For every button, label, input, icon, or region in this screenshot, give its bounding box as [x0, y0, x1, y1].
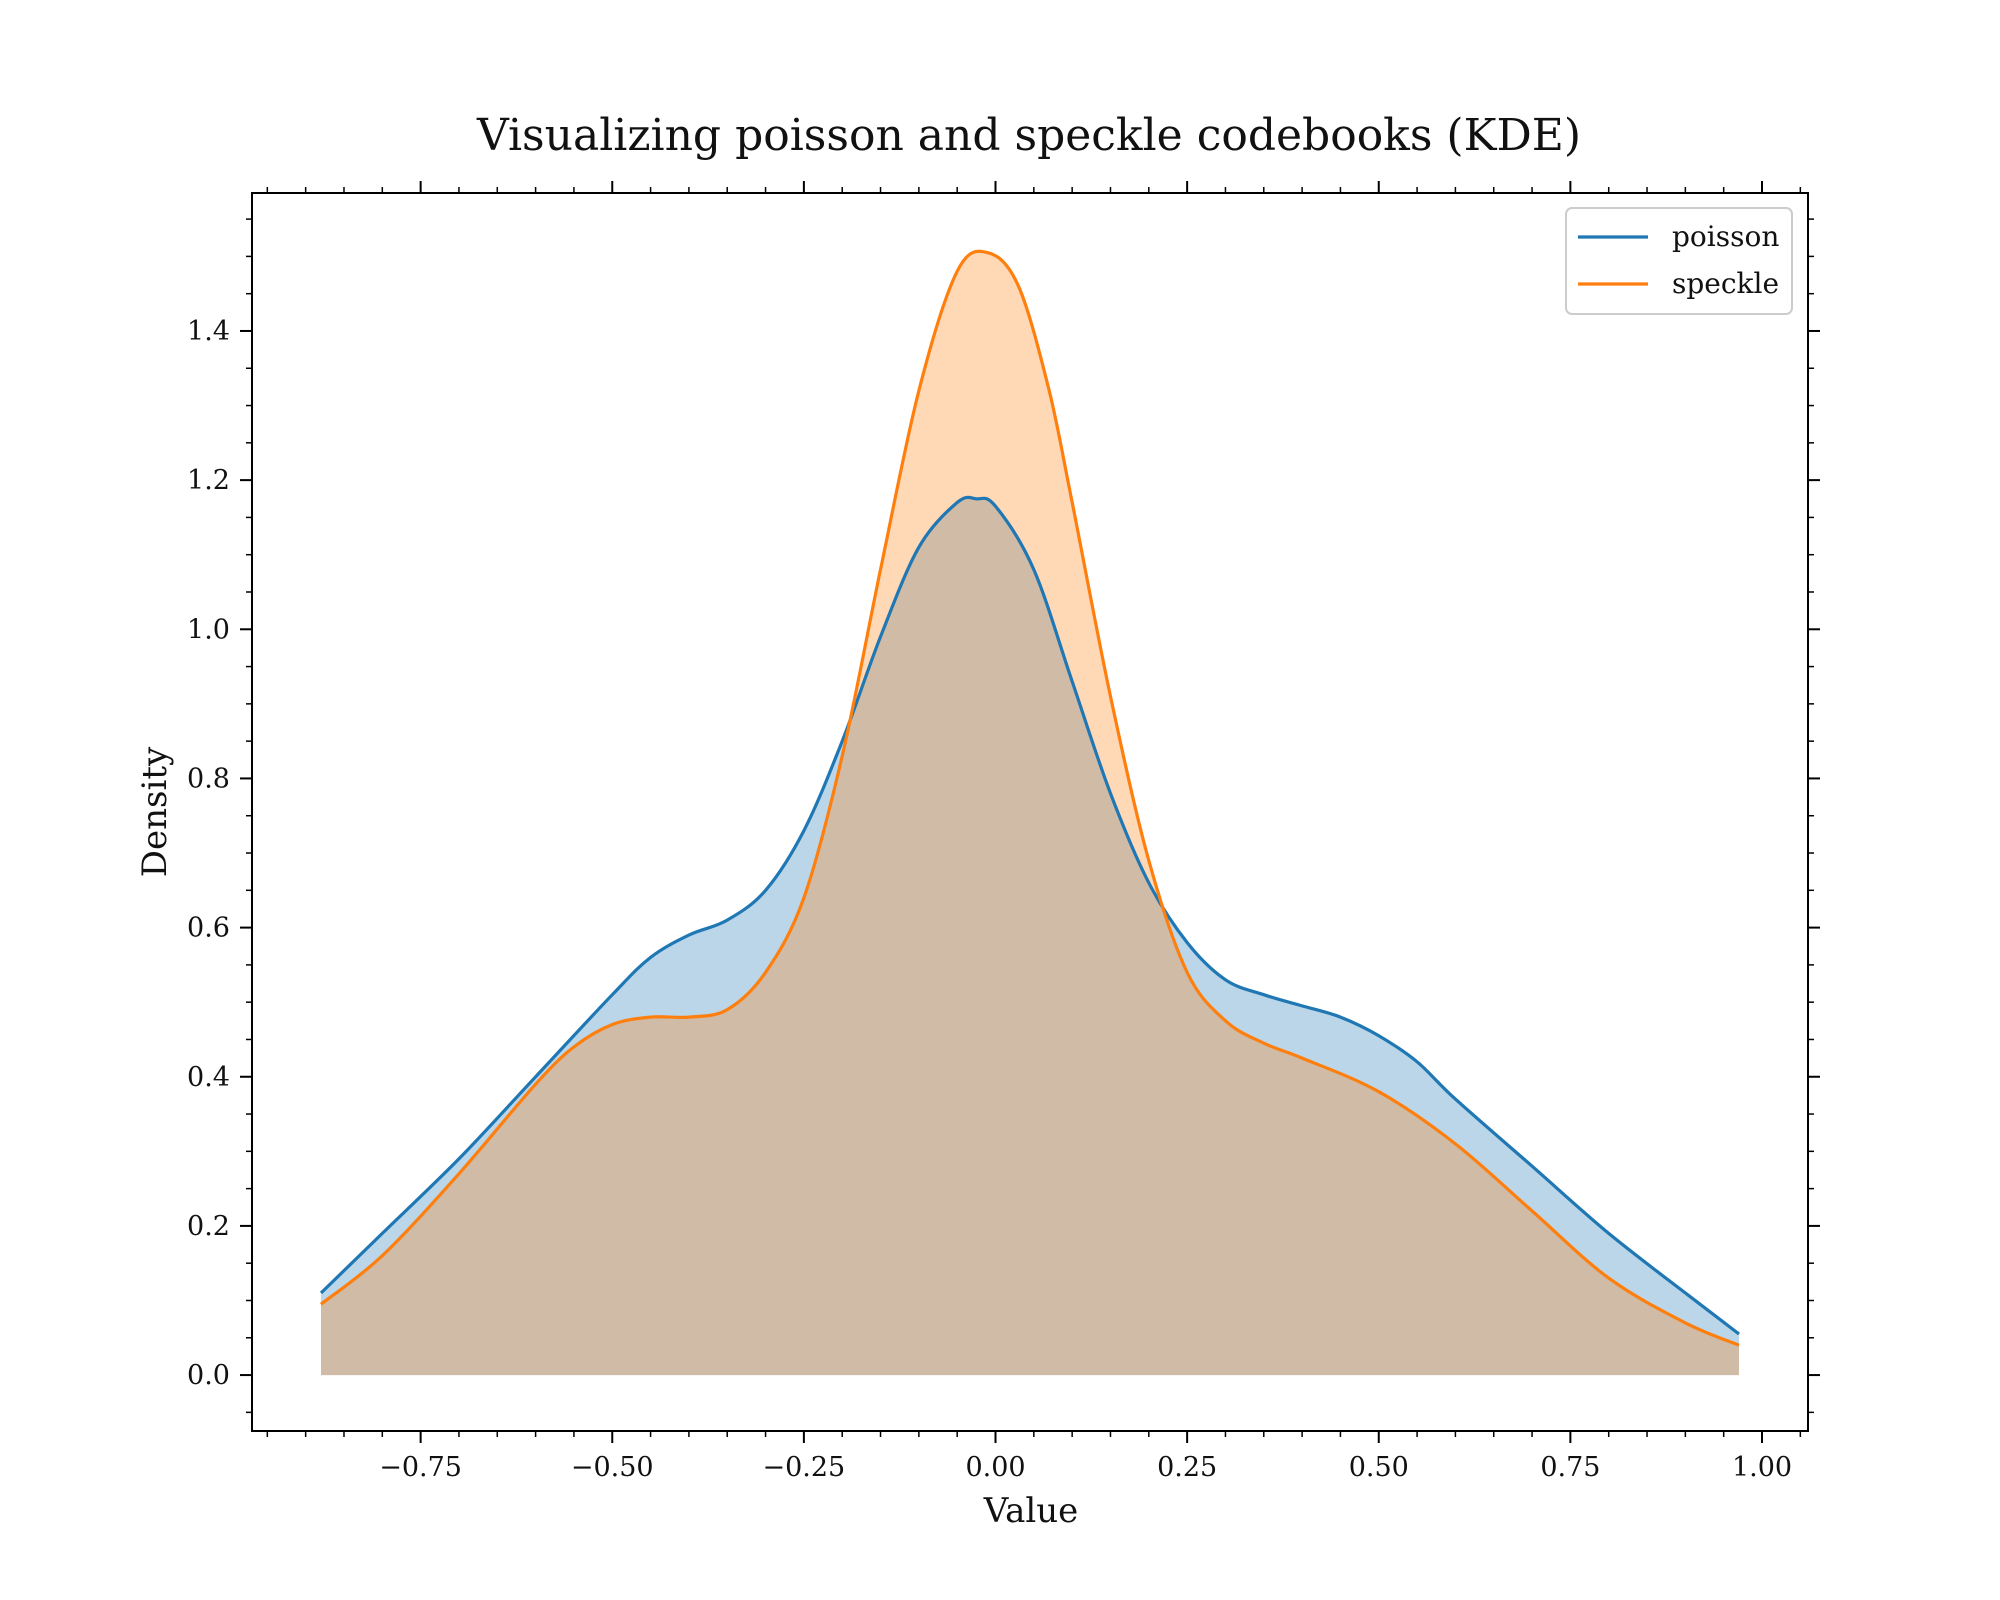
x-tick-label: 0.00: [965, 1452, 1025, 1483]
y-tick-label: 0.6: [187, 913, 230, 944]
fill-area-poisson: [321, 497, 1739, 1376]
x-tick-label: −0.75: [379, 1452, 462, 1483]
chart-title: Visualizing poisson and speckle codebook…: [476, 110, 1581, 161]
x-tick-label: 0.50: [1349, 1452, 1409, 1483]
y-tick-label: 1.4: [187, 316, 230, 347]
y-tick-label: 0.2: [187, 1211, 230, 1242]
legend: poisson speckle: [1565, 207, 1793, 315]
series-fills: [321, 251, 1739, 1376]
x-axis-label: Value: [983, 1491, 1079, 1531]
fill-area-speckle: [321, 251, 1739, 1376]
series-lines: [319, 249, 1740, 1347]
y-axis-label: Density: [135, 746, 175, 877]
y-tick-label: 1.0: [187, 614, 230, 645]
y-tick-label: 1.2: [187, 465, 230, 496]
legend-box: [1565, 207, 1793, 315]
legend-label-poisson: poisson: [1672, 220, 1779, 253]
y-tick-label: 0.0: [187, 1360, 230, 1391]
plot-area-frame: [251, 192, 1809, 1432]
axis-ticks: −0.75 −0.50 −0.25 0.00 0.25 0.50 0.75 1.00 0.0 0.…: [187, 181, 1820, 1483]
y-tick-label: 0.8: [187, 763, 230, 794]
x-tick-label: −0.50: [571, 1452, 654, 1483]
legend-label-speckle: speckle: [1672, 267, 1779, 300]
x-tick-label: 0.25: [1157, 1452, 1217, 1483]
series-line-poisson: [319, 495, 1740, 1336]
y-tick-label: 0.4: [187, 1062, 230, 1093]
x-tick-label: −0.25: [763, 1452, 846, 1483]
series-line-speckle: [320, 249, 1740, 1347]
x-tick-label: 0.75: [1540, 1452, 1600, 1483]
x-tick-label: 1.00: [1732, 1452, 1792, 1483]
